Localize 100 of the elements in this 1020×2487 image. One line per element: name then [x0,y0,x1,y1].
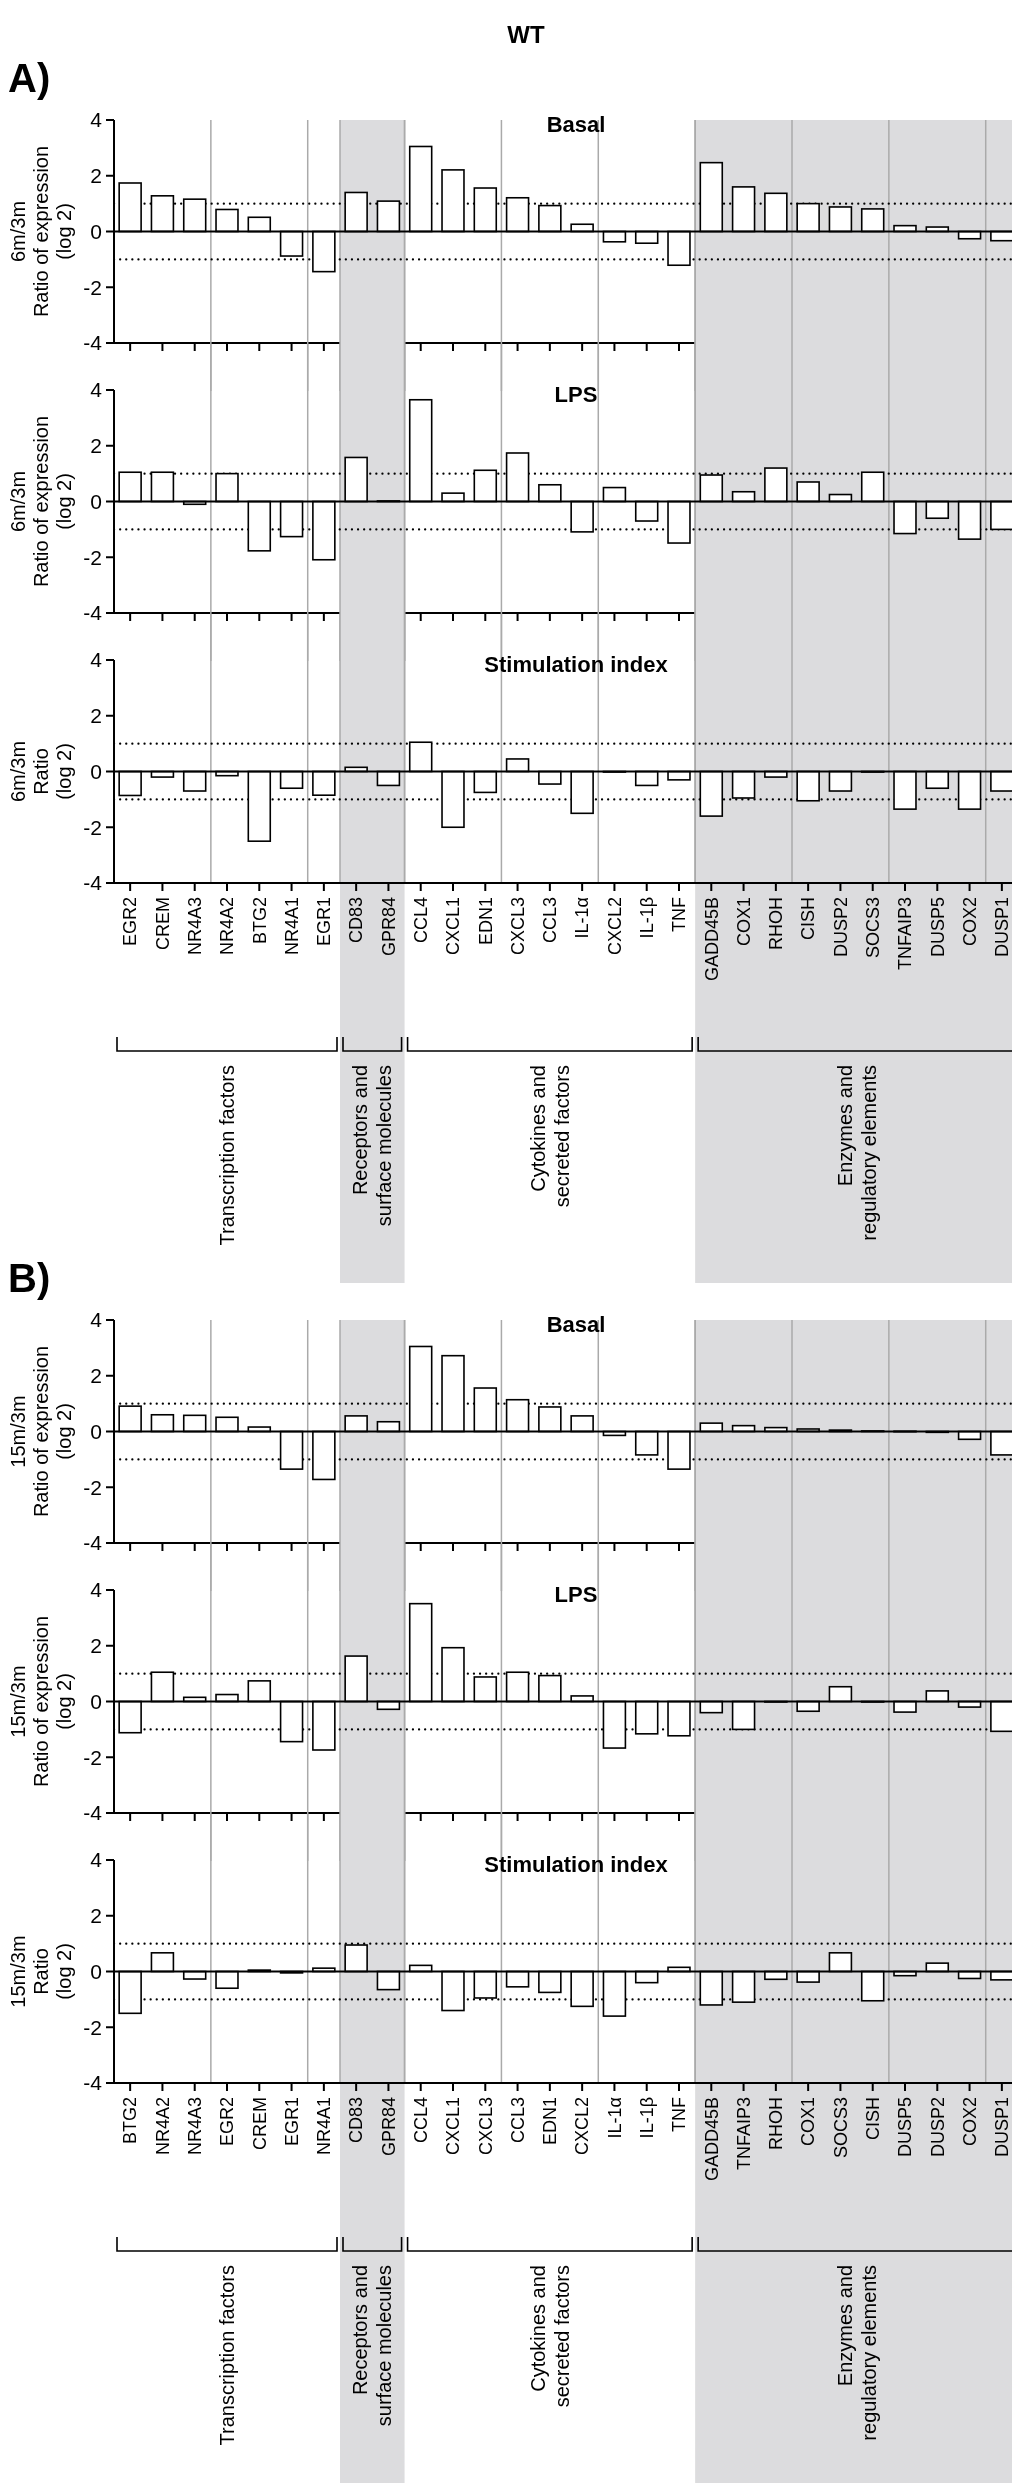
x-tick-label: DUSP1 [992,897,1013,958]
x-tick-label: IL-1α [604,2097,625,2139]
x-tick-label: CXCL3 [475,2097,496,2156]
y-tick-label: -2 [83,1475,102,1499]
y-tick-label: -4 [83,331,103,355]
text: Enzymes and regulatory elements [833,2265,880,2441]
x-tick-label: CXCL2 [572,2097,593,2156]
x-tick-label: RHOH [766,2097,787,2150]
x-tick-label: CXCL1 [443,2097,464,2156]
x-tick-label: CCL3 [540,897,561,944]
y-tick-label: 2 [90,1364,102,1388]
x-tick-label: BTG2 [249,897,270,945]
x-tick-label: EGR1 [314,897,335,947]
y-tick-label: -4 [83,601,103,625]
x-tick-label: TNF [669,2097,690,2132]
y-tick-label: 2 [90,1634,102,1658]
y-tick-label: 4 [90,1848,103,1872]
x-tick-label: NR4A2 [217,897,238,956]
text: Enzymes and regulatory elements [833,1065,880,1241]
y-tick-label: -2 [83,815,102,839]
y-axis-title: 6m/3m Ratio of expression (log 2) [7,415,75,588]
x-tick-label: COX1 [798,2097,819,2147]
y-tick-label: 4 [90,1578,103,1602]
x-tick-label: EGR1 [281,2097,302,2147]
x-tick-label: NR4A1 [281,897,302,956]
y-tick-label: 0 [90,1689,102,1713]
text: Transcription factors [216,1065,238,1246]
x-tick-label: GPR84 [378,2097,399,2157]
x-tick-label: TNF [669,897,690,932]
y-tick-label: -2 [83,1745,102,1769]
x-tick-label: CISH [798,897,819,941]
y-axis-title: 15m/3m Ratio (log 2) [7,1935,75,2008]
chart-title: Stimulation index [484,651,669,677]
y-tick-label: 2 [90,704,102,728]
y-tick-label: 2 [90,434,102,458]
chart-title: Stimulation index [484,1851,669,1877]
y-tick-label: -4 [83,1801,103,1825]
x-tick-label: CREM [152,897,173,950]
x-tick-label: GPR84 [378,897,399,957]
x-tick-label: DUSP2 [830,897,851,958]
y-tick-label: -4 [83,1531,103,1555]
y-tick-label: -4 [83,2071,103,2095]
chart-title: LPS [554,1581,598,1607]
chart-title: Basal [546,1311,606,1337]
x-tick-label: DUSP5 [895,2097,916,2158]
x-tick-label: CREM [249,2097,270,2150]
x-tick-label: IL-1β [637,897,658,939]
x-tick-label: CCL4 [411,2097,432,2144]
y-tick-label: 0 [90,1419,102,1443]
y-axis-title: 6m/3m Ratio (log 2) [7,740,75,803]
x-tick-label: TNFAIP3 [895,897,916,971]
x-tick-label: CXCL3 [507,897,528,956]
x-tick-label: RHOH [766,897,787,950]
x-tick-label: BTG2 [120,2097,141,2145]
y-tick-label: 2 [90,164,102,188]
y-tick-label: 4 [90,648,103,672]
y-tick-label: -2 [83,2015,102,2039]
text: Cytokines and secreted factors [526,1065,573,1208]
x-tick-label: COX2 [959,2097,980,2147]
y-tick-label: -4 [83,871,103,895]
text: Receptors and surface molecules [349,2265,396,2427]
x-tick-label: SOCS3 [863,897,884,959]
text: B) [8,1256,51,1300]
x-tick-label: SOCS3 [830,2097,851,2159]
y-tick-label: 0 [90,219,102,243]
x-tick-label: CD83 [346,2097,367,2144]
text: Transcription factors [216,2265,238,2446]
text: WT [507,21,545,49]
x-tick-label: NR4A3 [185,897,206,956]
text: Receptors and surface molecules [349,1065,396,1227]
y-tick-label: 0 [90,1959,102,1983]
x-tick-label: CISH [863,2097,884,2141]
x-tick-label: COX1 [733,897,754,947]
y-tick-label: 0 [90,759,102,783]
x-tick-label: EGR2 [217,2097,238,2147]
y-tick-label: -2 [83,545,102,569]
x-tick-label: IL-1β [637,2097,658,2139]
x-tick-label: DUSP5 [927,897,948,958]
y-tick-label: 2 [90,1904,102,1928]
x-tick-label: DUSP1 [992,2097,1013,2158]
x-tick-label: IL-1α [572,897,593,939]
x-tick-label: NR4A2 [152,2097,173,2156]
text: A) [8,56,51,100]
x-tick-label: NR4A1 [314,2097,335,2156]
x-tick-label: GADD45B [701,897,722,982]
x-tick-label: CCL4 [411,897,432,944]
y-axis-title: 15m/3m Ratio of expression (log 2) [7,1345,75,1518]
x-tick-label: TNFAIP3 [733,2097,754,2171]
y-axis-title: 6m/3m Ratio of expression (log 2) [7,145,75,318]
y-tick-label: 4 [90,108,103,132]
chart-title: LPS [554,381,598,407]
x-tick-label: GADD45B [701,2097,722,2182]
y-tick-label: 0 [90,489,102,513]
x-tick-label: EDN1 [475,897,496,946]
x-tick-label: EGR2 [120,897,141,947]
chart-title: Basal [546,111,606,137]
y-tick-label: 4 [90,1308,103,1332]
x-tick-label: NR4A3 [185,2097,206,2156]
y-axis-title: 15m/3m Ratio of expression (log 2) [7,1615,75,1788]
x-tick-label: EDN1 [540,2097,561,2146]
